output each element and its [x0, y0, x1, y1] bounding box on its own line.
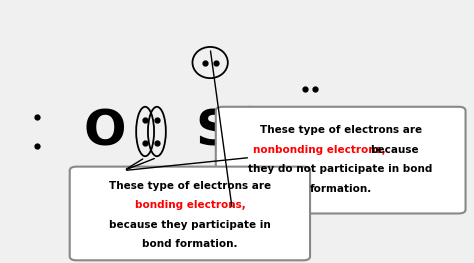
- Text: These type of electrons are: These type of electrons are: [109, 181, 271, 191]
- Text: they do not participate in bond: they do not participate in bond: [248, 164, 433, 174]
- Text: bond formation.: bond formation.: [142, 240, 237, 250]
- Text: O: O: [301, 108, 343, 155]
- Text: S: S: [195, 108, 231, 155]
- Text: because they participate in: because they participate in: [109, 220, 271, 230]
- FancyBboxPatch shape: [216, 107, 465, 214]
- Text: O: O: [84, 108, 126, 155]
- Text: formation.: formation.: [310, 184, 372, 194]
- Text: because: because: [371, 144, 419, 154]
- Text: nonbonding electrons,: nonbonding electrons,: [253, 144, 386, 154]
- Text: bonding electrons,: bonding electrons,: [135, 200, 245, 210]
- FancyBboxPatch shape: [70, 167, 310, 260]
- Text: These type of electrons are: These type of electrons are: [260, 125, 422, 135]
